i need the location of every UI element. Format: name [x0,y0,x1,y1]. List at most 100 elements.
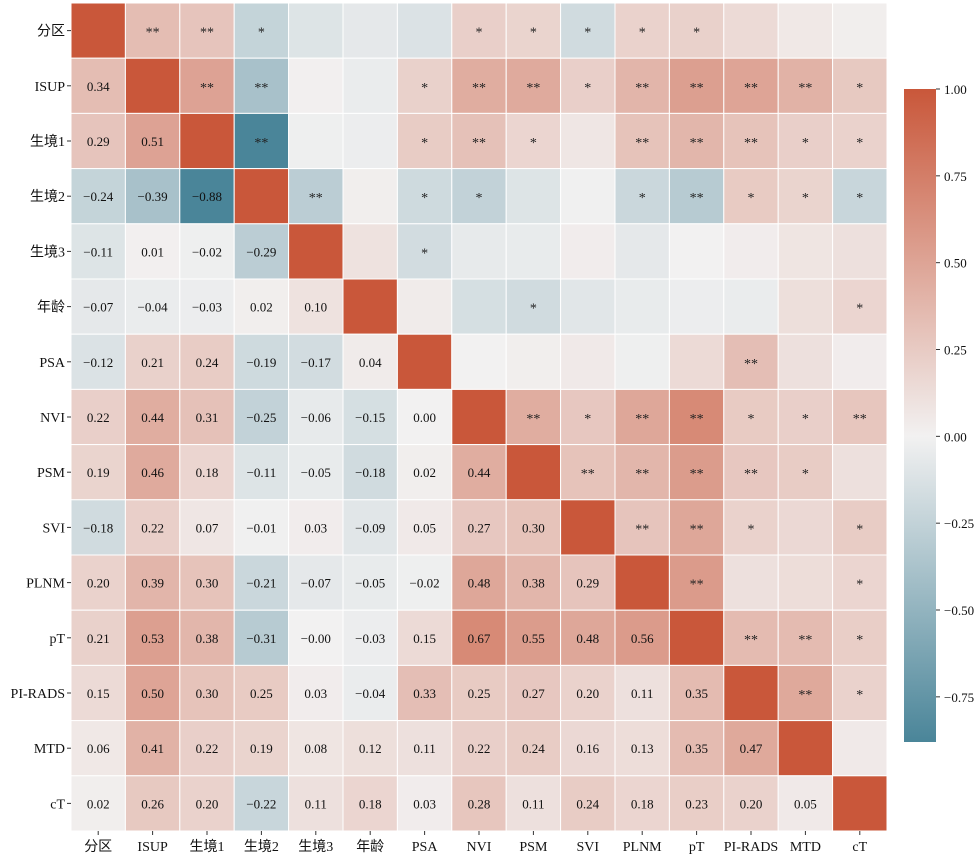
cell-value-label: 0.47 [740,741,763,756]
heatmap-cell [233,168,290,225]
y-tick-label: PSA [39,356,66,371]
y-tick-label: cT [50,797,65,812]
x-tick-label: SVI [577,840,600,855]
heatmap-cell [451,278,507,335]
heatmap-cell [451,775,507,832]
heatmap-cell [70,112,126,170]
significance-marker: * [748,191,755,206]
heatmap-cell [668,388,725,446]
heatmap-cell [505,333,562,390]
x-tick-label: pT [689,840,705,855]
heatmap-cell [723,388,779,446]
heatmap-cell [832,57,888,114]
heatmap-cell [668,112,725,170]
cell-value-label: 0.46 [141,465,164,480]
significance-marker: * [802,412,809,427]
heatmap-cell [179,112,235,170]
heatmap-cell [560,499,616,556]
heatmap-cell [342,720,398,777]
heatmap-cell [832,388,888,446]
cell-value-label: 0.01 [141,244,164,259]
significance-marker: ** [200,26,214,41]
significance-marker: ** [635,522,649,537]
heatmap-cell [233,554,290,611]
heatmap-cell [723,333,779,390]
cell-value-label: −0.22 [246,796,276,811]
heatmap-cell [668,57,725,114]
significance-marker: * [639,26,646,41]
significance-marker: ** [798,633,812,648]
heatmap-cell [124,2,181,59]
cell-value-label: −0.09 [355,520,385,535]
cell-value-label: 0.25 [250,686,273,701]
cell-value-label: 0.03 [304,686,327,701]
heatmap-cell [614,278,670,335]
heatmap-cell [505,388,562,446]
significance-marker: * [530,136,537,151]
cell-value-label: −0.05 [355,576,385,591]
cell-value-label: 0.30 [196,686,219,701]
x-axis-labels: 分区 ISUP 生境1 生境2 生境3 年龄 PSA NVI PSM SVI PLNM pT PI-RA… [84,831,868,855]
heatmap-cell [723,112,779,170]
cell-value-label: 0.06 [87,741,110,756]
cell-value-label: 0.38 [196,631,219,646]
heatmap-cell [396,554,453,611]
heatmap-cell [179,2,235,59]
cell-value-label: 0.44 [141,410,164,425]
significance-marker: ** [635,467,649,482]
heatmap-cell [505,168,562,225]
heatmap-cell [723,554,779,611]
heatmap-cell [70,554,126,611]
heatmap-cell [777,499,834,556]
cell-value-label: 0.02 [87,796,110,811]
cell-value-label: 0.22 [141,520,164,535]
cell-value-label: −0.03 [192,300,222,315]
heatmap-cell [723,278,779,335]
heatmap-cell [70,444,126,501]
significance-marker: * [693,26,700,41]
heatmap-cell [777,444,834,501]
significance-marker: ** [472,81,486,96]
cell-value-label: 0.20 [740,796,763,811]
heatmap-cell [288,333,344,390]
x-tick-label: PSA [412,840,439,855]
cell-value-label: 0.13 [631,741,654,756]
significance-marker: ** [853,412,867,427]
significance-marker: * [476,191,483,206]
heatmap-cell [560,444,616,501]
heatmap-cell [777,609,834,666]
y-tick-label: PLNM [26,577,65,592]
cell-value-label: −0.01 [246,520,276,535]
significance-marker: ** [798,81,812,96]
heatmap-cell [451,112,507,170]
heatmap-cell [723,168,779,225]
x-tick-label: 年龄 [356,839,384,855]
significance-marker: * [802,136,809,151]
heatmap-cell [560,168,616,225]
cell-value-label: 0.18 [196,465,219,480]
x-tick-label: 分区 [84,839,112,855]
heatmap-cell [723,223,779,280]
heatmap-cell [451,168,507,225]
colorbar-tick-label: 1.00 [944,82,967,97]
cell-value-label: −0.00 [301,631,331,646]
heatmap-cell [723,664,779,722]
cell-value-label: 0.41 [141,741,164,756]
heatmap-cell [396,333,453,390]
heatmap-cell [124,720,181,777]
cell-value-label: 0.22 [87,410,110,425]
heatmap-cell [70,664,126,722]
heatmap-cell [560,223,616,280]
y-tick-label: 生境1 [30,134,65,150]
heatmap-cell [124,444,181,501]
cell-value-label: 0.29 [576,576,599,591]
heatmap-cell [614,333,670,390]
cell-value-label: 0.26 [141,796,164,811]
colorbar-ticks: 1.00 0.75 0.50 0.25 0.00 −0.25 −0.50 −0.75 [936,82,974,705]
heatmap-cell [560,2,616,59]
cell-value-label: −0.31 [246,631,276,646]
heatmap-cell [832,499,888,556]
heatmap-cell [505,444,562,501]
significance-marker: ** [635,412,649,427]
y-tick-label: SVI [42,521,65,536]
